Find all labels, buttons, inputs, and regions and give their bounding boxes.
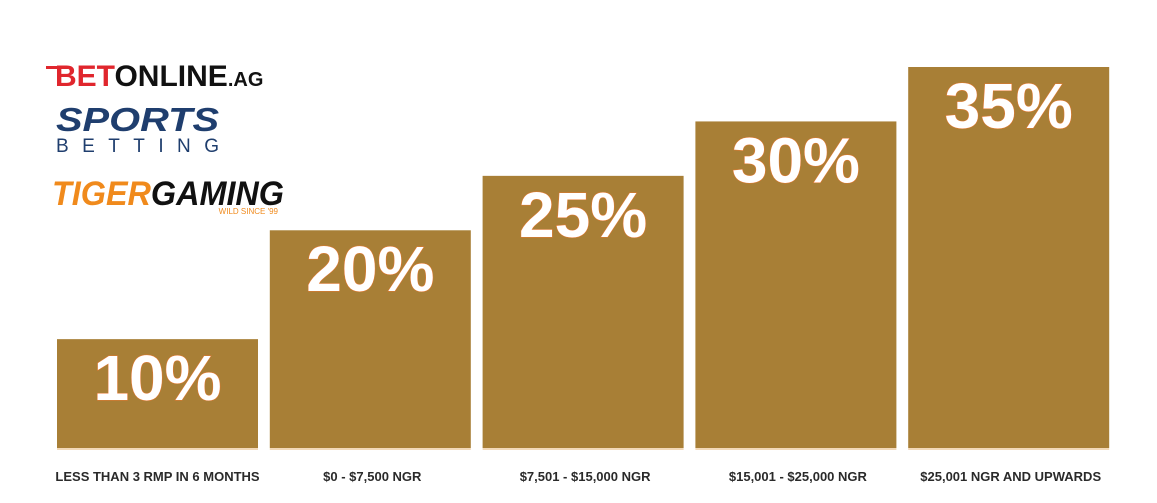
logo-part: ONLINE (114, 60, 227, 93)
logo-part: GAMING (151, 175, 284, 213)
value-label: 30% (732, 124, 860, 196)
bar (908, 67, 1110, 448)
bar (695, 121, 897, 448)
category-label: $7,501 - $15,000 NGR (520, 469, 651, 484)
logo-part: TIGER (52, 175, 151, 213)
logo-part: BET (55, 60, 115, 93)
value-label: 20% (306, 233, 434, 305)
betonline-logo: BETONLINE.AG (55, 60, 263, 93)
betting-logo: BETTING (56, 136, 219, 157)
logos: BETONLINE.AG SPORTS BETTING TIGERGAMING … (46, 60, 284, 216)
category-label: $15,001 - $25,000 NGR (729, 469, 868, 484)
category-label: LESS THAN 3 RMP IN 6 MONTHS (55, 469, 260, 484)
logo-part: .AG (228, 69, 264, 91)
category-label: $0 - $7,500 NGR (323, 469, 422, 484)
tiger-tagline: WILD SINCE '99 (219, 207, 279, 216)
logo-accent (46, 66, 68, 69)
sports-logo: SPORTS (56, 101, 219, 138)
value-label: 35% (945, 70, 1073, 142)
bar (482, 175, 684, 448)
bar (57, 339, 258, 448)
bar (269, 230, 471, 448)
value-label: 10% (93, 342, 221, 414)
tiger-logo: TIGERGAMING (52, 175, 284, 213)
category-label: $25,001 NGR AND UPWARDS (920, 469, 1101, 484)
value-label: 25% (519, 179, 647, 251)
